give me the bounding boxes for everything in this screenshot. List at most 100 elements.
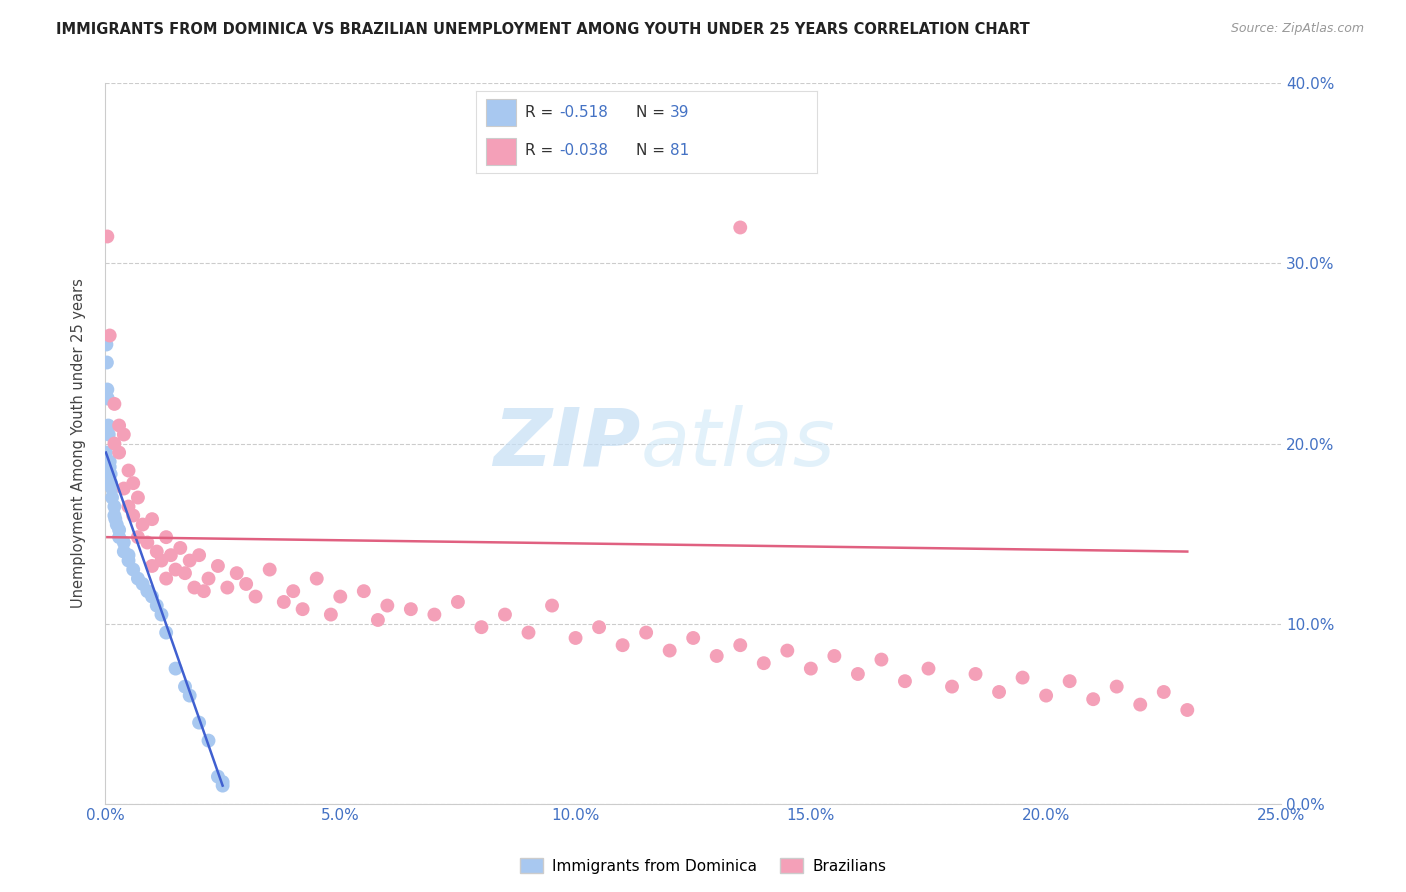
Point	[188, 715, 211, 730]
Point	[127, 530, 149, 544]
Point	[136, 584, 159, 599]
Point	[179, 689, 201, 703]
Point	[101, 491, 124, 505]
Point	[211, 775, 233, 789]
Point	[117, 464, 139, 478]
Point	[94, 445, 117, 459]
Point	[636, 625, 658, 640]
Point	[367, 613, 389, 627]
Point	[117, 500, 139, 514]
Point	[103, 436, 125, 450]
Point	[588, 620, 610, 634]
Point	[197, 733, 219, 747]
Point	[98, 454, 121, 468]
Point	[97, 392, 120, 406]
Point	[988, 685, 1011, 699]
Point	[108, 530, 131, 544]
Point	[96, 355, 118, 369]
Point	[1083, 692, 1105, 706]
Point	[259, 563, 281, 577]
Point	[1011, 671, 1033, 685]
Point	[131, 517, 153, 532]
Point	[1129, 698, 1152, 712]
Point	[423, 607, 446, 622]
Point	[96, 337, 118, 351]
Point	[145, 544, 167, 558]
Point	[108, 445, 131, 459]
Point	[174, 566, 197, 581]
Point	[447, 595, 470, 609]
Text: ZIP: ZIP	[494, 405, 640, 483]
Point	[188, 548, 211, 562]
Point	[160, 548, 183, 562]
Point	[319, 607, 342, 622]
Point	[97, 427, 120, 442]
Point	[183, 581, 205, 595]
Point	[225, 566, 247, 581]
Point	[117, 553, 139, 567]
Point	[112, 535, 135, 549]
Point	[207, 558, 229, 573]
Point	[104, 512, 127, 526]
Point	[752, 656, 775, 670]
Point	[136, 535, 159, 549]
Point	[541, 599, 564, 613]
Point	[193, 584, 215, 599]
Point	[141, 512, 163, 526]
Point	[150, 607, 173, 622]
Y-axis label: Unemployment Among Youth under 25 years: Unemployment Among Youth under 25 years	[72, 278, 86, 608]
Point	[98, 459, 121, 474]
Point	[122, 476, 145, 491]
Point	[207, 770, 229, 784]
Point	[823, 648, 845, 663]
Point	[98, 328, 121, 343]
Point	[728, 638, 751, 652]
Point	[141, 558, 163, 573]
Text: Source: ZipAtlas.com: Source: ZipAtlas.com	[1230, 22, 1364, 36]
Point	[127, 491, 149, 505]
Point	[1059, 674, 1081, 689]
Point	[1175, 703, 1198, 717]
Legend: Immigrants from Dominica, Brazilians: Immigrants from Dominica, Brazilians	[513, 852, 893, 880]
Point	[776, 643, 799, 657]
Point	[155, 572, 177, 586]
Point	[329, 590, 352, 604]
Point	[174, 680, 197, 694]
Point	[658, 643, 681, 657]
Point	[470, 620, 492, 634]
Point	[141, 590, 163, 604]
Point	[353, 584, 375, 599]
Point	[245, 590, 267, 604]
Point	[108, 523, 131, 537]
Point	[103, 508, 125, 523]
Point	[870, 652, 893, 666]
Point	[399, 602, 422, 616]
Point	[165, 563, 187, 577]
Point	[145, 599, 167, 613]
Point	[105, 517, 128, 532]
Point	[305, 572, 328, 586]
Point	[169, 541, 191, 555]
Point	[1105, 680, 1128, 694]
Point	[564, 631, 586, 645]
Point	[127, 572, 149, 586]
Text: atlas: atlas	[640, 405, 835, 483]
Point	[965, 667, 987, 681]
Point	[941, 680, 963, 694]
Point	[283, 584, 305, 599]
Point	[375, 599, 398, 613]
Point	[100, 467, 122, 482]
Point	[682, 631, 704, 645]
Point	[706, 648, 728, 663]
Point	[103, 397, 125, 411]
Point	[211, 779, 233, 793]
Point	[217, 581, 239, 595]
Point	[96, 229, 118, 244]
Point	[155, 625, 177, 640]
Point	[155, 530, 177, 544]
Point	[117, 548, 139, 562]
Point	[112, 482, 135, 496]
Point	[179, 553, 201, 567]
Text: IMMIGRANTS FROM DOMINICA VS BRAZILIAN UNEMPLOYMENT AMONG YOUTH UNDER 25 YEARS CO: IMMIGRANTS FROM DOMINICA VS BRAZILIAN UN…	[56, 22, 1031, 37]
Point	[100, 476, 122, 491]
